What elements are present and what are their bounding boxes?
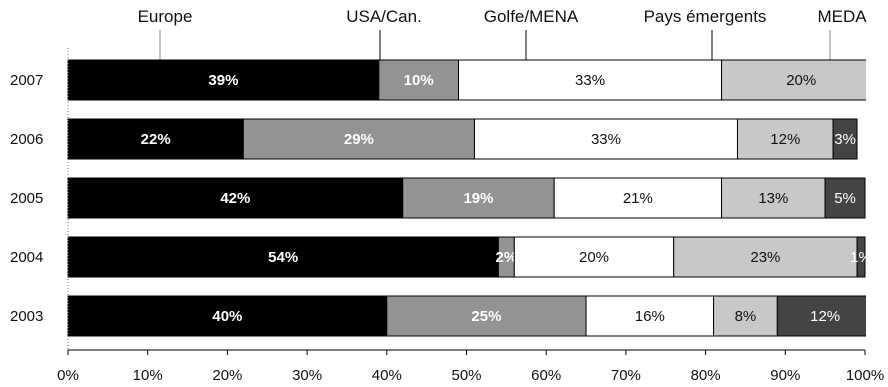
bar-meda-2007: [881, 60, 888, 100]
data-label-golfe-mena-2006: 33%: [591, 131, 621, 148]
data-label-europe-2005: 42%: [220, 190, 250, 207]
bar-pays-mergents-2005: [721, 177, 826, 219]
data-label-pays-mergents-2004: 23%: [750, 249, 780, 266]
data-label-pays-mergents-2007: 20%: [786, 72, 816, 89]
data-label-europe-2003: 40%: [212, 308, 242, 325]
bar-golfe-mena-2007: [458, 59, 723, 101]
x-tick-label-0: 0%: [57, 367, 79, 384]
data-label-golfe-mena-2003: 16%: [635, 308, 665, 325]
x-tick-label-30: 30%: [292, 367, 322, 384]
data-label-usa-can-2006: 29%: [344, 131, 374, 148]
bar-golfe-mena-2005: [553, 177, 723, 219]
data-label-europe-2004: 54%: [268, 249, 298, 266]
data-label-pays-mergents-2005: 13%: [758, 190, 788, 207]
category-label-2004: 2004: [10, 249, 43, 266]
data-label-usa-can-2003: 25%: [471, 308, 501, 325]
data-label-meda-2003: 12%: [810, 308, 840, 325]
data-label-europe-2007: 39%: [208, 72, 238, 89]
legend-label-golfe-mena: Golfe/MENA: [484, 7, 579, 26]
x-tick-label-20: 20%: [212, 367, 242, 384]
bar-europe-2004: [67, 236, 499, 278]
legend-label-pays-mergents: Pays émergents: [644, 7, 767, 26]
category-label-2003: 2003: [10, 308, 43, 325]
bar-europe-2005: [67, 177, 404, 219]
x-tick-label-70: 70%: [611, 367, 641, 384]
bar-pays-mergents-2004: [673, 236, 858, 278]
bar-usa-can-2005: [402, 177, 555, 219]
bar-usa-can-2006: [242, 118, 475, 160]
bar-meda-2005: [824, 177, 866, 219]
data-label-meda-2005: 5%: [834, 190, 856, 207]
bar-golfe-mena-2006: [473, 118, 738, 160]
bar-usa-can-2007: [378, 59, 460, 101]
bar-pays-mergents-2007: [721, 59, 866, 101]
bars: 39%10%33%20%6%22%29%33%12%3%42%19%21%13%…: [67, 59, 888, 337]
data-label-pays-mergents-2003: 8%: [735, 308, 757, 325]
data-label-golfe-mena-2005: 21%: [623, 190, 653, 207]
bar-golfe-mena-2004: [513, 236, 675, 278]
legend-label-europe: Europe: [138, 7, 193, 26]
data-label-meda-2006: 3%: [834, 131, 856, 148]
x-tick-label-60: 60%: [531, 367, 561, 384]
x-tick-label-40: 40%: [372, 367, 402, 384]
x-tick-label-100: 100%: [846, 367, 884, 384]
bar-pays-mergents-2003: [713, 295, 778, 337]
data-label-usa-can-2005: 19%: [463, 190, 493, 207]
data-label-pays-mergents-2006: 12%: [770, 131, 800, 148]
data-label-meda-2004: 1%: [850, 249, 872, 266]
x-tick-label-50: 50%: [451, 367, 481, 384]
bar-usa-can-2003: [386, 295, 587, 337]
data-label-usa-can-2004: 2%: [496, 249, 518, 266]
bar-europe-2007: [67, 59, 380, 101]
x-tick-label-10: 10%: [133, 367, 163, 384]
category-labels: 2007 2006 2005 2004 2003: [10, 72, 43, 325]
data-label-europe-2006: 22%: [141, 131, 171, 148]
legend-label-meda: MEDA: [817, 7, 867, 26]
bar-golfe-mena-2003: [585, 295, 715, 337]
category-label-2005: 2005: [10, 190, 43, 207]
legend-label-usa-can: USA/Can.: [346, 7, 422, 26]
x-tick-label-80: 80%: [691, 367, 721, 384]
bar-meda-2003: [776, 295, 866, 337]
x-axis: 0% 10% 20% 30% 40% 50% 60% 70% 80% 90% 100%: [57, 48, 884, 384]
data-label-golfe-mena-2007: 33%: [575, 72, 605, 89]
category-label-2007: 2007: [10, 72, 43, 89]
bar-meda-2006: [832, 118, 858, 160]
data-label-usa-can-2007: 10%: [404, 72, 434, 89]
bar-meda-2004: [856, 236, 866, 278]
category-label-2006: 2006: [10, 131, 43, 148]
x-tick-label-90: 90%: [770, 367, 800, 384]
data-label-golfe-mena-2004: 20%: [579, 249, 609, 266]
